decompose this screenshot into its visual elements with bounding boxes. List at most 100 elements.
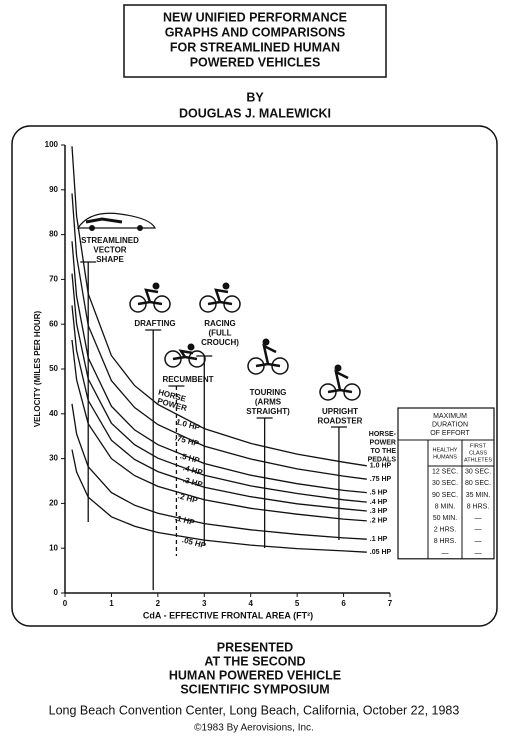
copyright: ©1983 By Aerovisions, Inc. bbox=[194, 723, 314, 734]
table-column-header: HEALTHY bbox=[433, 447, 458, 453]
vehicle-icon bbox=[327, 369, 353, 394]
x-tick-label: 4 bbox=[248, 599, 253, 608]
y-tick-label: 70 bbox=[49, 275, 58, 284]
table-cell: 8 MIN. bbox=[435, 503, 456, 510]
vehicle-label: UPRIGHT bbox=[322, 407, 358, 416]
vehicle-label: ROADSTER bbox=[318, 417, 363, 426]
y-tick-label: 0 bbox=[54, 588, 59, 597]
title-line: GRAPHS AND COMPARISONS bbox=[165, 25, 346, 39]
table-cell: 30 SEC. bbox=[465, 469, 491, 476]
x-tick-label: 7 bbox=[388, 599, 393, 608]
y-tick-label: 50 bbox=[49, 364, 58, 373]
x-tick-label: 0 bbox=[63, 599, 68, 608]
vehicle-icon bbox=[222, 282, 230, 290]
vehicle-icon bbox=[319, 383, 337, 401]
series-end-label: .05 HP bbox=[370, 549, 392, 556]
series-end-label: .75 HP bbox=[370, 476, 392, 483]
vehicle-icon bbox=[129, 295, 147, 313]
vehicle-icon bbox=[187, 343, 195, 351]
series-line bbox=[71, 305, 367, 512]
vehicle-label: STRAIGHT) bbox=[246, 407, 290, 416]
vehicle-label: STREAMLINED bbox=[81, 236, 139, 245]
vehicle-icon bbox=[207, 288, 233, 306]
series-line bbox=[71, 146, 367, 467]
series-line bbox=[71, 273, 367, 503]
table-cell: — bbox=[442, 550, 449, 557]
vehicle-label: RECUMBENT bbox=[162, 375, 213, 384]
series-end-label: 1.0 HP bbox=[370, 463, 392, 470]
vehicle-label: RACING bbox=[204, 319, 236, 328]
vehicle-icon bbox=[334, 364, 342, 372]
author: DOUGLAS J. MALEWICKI bbox=[179, 106, 331, 120]
vehicle-label: (ARMS bbox=[255, 398, 282, 407]
y-axis-label: VELOCITY (MILES PER HOUR) bbox=[33, 311, 42, 428]
vehicle-icon bbox=[223, 295, 241, 313]
x-tick-label: 5 bbox=[295, 599, 300, 608]
vehicle-icon bbox=[164, 350, 182, 368]
vehicle-icon bbox=[137, 288, 163, 306]
vehicle-label: TOURING bbox=[250, 388, 287, 397]
x-tick-label: 1 bbox=[109, 599, 114, 608]
series-end-label: .5 HP bbox=[370, 489, 388, 496]
title-line: NEW UNIFIED PERFORMANCE bbox=[163, 10, 347, 24]
table-frame bbox=[397, 407, 495, 560]
series-end-label: .2 HP bbox=[370, 518, 388, 525]
table-column-header: ATHLETES bbox=[464, 457, 492, 463]
x-axis-label: CdA - EFFECTIVE FRONTAL AREA (FT²) bbox=[143, 610, 313, 620]
footer-line: HUMAN POWERED VEHICLE bbox=[169, 668, 341, 682]
footer-line: SCIENTIFIC SYMPOSIUM bbox=[180, 682, 329, 696]
vehicle-label: DRAFTING bbox=[134, 319, 175, 328]
table-cell: 80 SEC. bbox=[465, 480, 491, 487]
by-label: BY bbox=[246, 90, 264, 104]
table-cell: — bbox=[475, 538, 482, 545]
annotation: PEDALS bbox=[368, 456, 397, 463]
table-column-header: HUMANS bbox=[433, 454, 457, 460]
vehicle-icon bbox=[137, 225, 143, 231]
annotation: HORSE- bbox=[369, 431, 397, 438]
footer-line: AT THE SECOND bbox=[204, 654, 305, 668]
y-tick-label: 30 bbox=[49, 454, 58, 463]
table-column-header: FIRST bbox=[470, 443, 487, 449]
vehicle-icon bbox=[172, 349, 198, 361]
series-end-label: .4 HP bbox=[370, 499, 388, 506]
vehicle-icon bbox=[199, 295, 217, 313]
y-tick-label: 100 bbox=[45, 140, 59, 149]
vehicle-icon bbox=[247, 357, 265, 375]
vehicle-icon bbox=[152, 282, 160, 290]
x-tick-label: 2 bbox=[156, 599, 161, 608]
series-end-label: .3 HP bbox=[370, 508, 388, 515]
table-cell: — bbox=[475, 550, 482, 557]
y-tick-label: 20 bbox=[49, 499, 58, 508]
footer-line: PRESENTED bbox=[217, 640, 293, 654]
vehicle-icon bbox=[262, 338, 270, 346]
table-cell: — bbox=[475, 527, 482, 534]
title-line: FOR STREAMLINED HUMAN bbox=[170, 40, 340, 54]
vehicle-icon bbox=[85, 217, 123, 224]
title-box bbox=[123, 4, 387, 78]
y-tick-label: 10 bbox=[49, 543, 58, 552]
venue: Long Beach Convention Center, Long Beach… bbox=[49, 703, 460, 717]
vehicle-label: CROUCH) bbox=[201, 338, 239, 347]
vehicle-icon bbox=[271, 357, 289, 375]
table-cell: 35 MIN. bbox=[466, 492, 491, 499]
table-cell: 8 HRS. bbox=[434, 538, 457, 545]
vehicle-icon bbox=[153, 295, 171, 313]
table-cell: 12 SEC. bbox=[432, 469, 458, 476]
series-line bbox=[71, 193, 367, 480]
y-tick-label: 90 bbox=[49, 185, 58, 194]
y-tick-label: 80 bbox=[49, 230, 58, 239]
vehicle-icon bbox=[188, 350, 206, 368]
vehicle-icon bbox=[255, 343, 281, 368]
vehicle-icon bbox=[343, 383, 361, 401]
y-tick-label: 60 bbox=[49, 319, 58, 328]
annotation: POWER bbox=[370, 439, 396, 446]
table-cell: 8 HRS. bbox=[467, 503, 490, 510]
table-cell: 90 SEC. bbox=[432, 492, 458, 499]
vehicle-label: (FULL bbox=[208, 329, 231, 338]
table-title: MAXIMUM bbox=[433, 413, 467, 420]
series-end-label: .1 HP bbox=[370, 536, 388, 543]
x-tick-label: 3 bbox=[202, 599, 207, 608]
table-cell: 30 SEC. bbox=[432, 480, 458, 487]
